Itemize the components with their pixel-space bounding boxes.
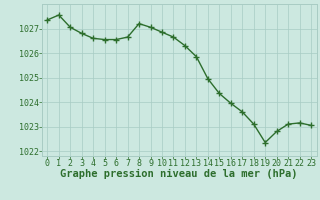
- X-axis label: Graphe pression niveau de la mer (hPa): Graphe pression niveau de la mer (hPa): [60, 169, 298, 179]
